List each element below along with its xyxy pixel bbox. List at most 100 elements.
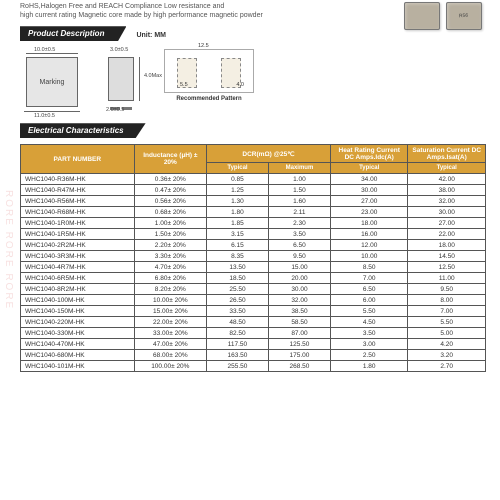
- table-cell: 100.00± 20%: [134, 361, 206, 372]
- table-cell: 18.50: [206, 273, 268, 284]
- diagram-side: 3.0±0.5 2.0±0.5 4.0Max: [108, 49, 134, 107]
- section-product-desc: Product Description: [20, 26, 126, 41]
- table-cell: 58.50: [268, 317, 330, 328]
- table-row: WHC1040-680M-HK68.00± 20%163.50175.002.5…: [21, 350, 486, 361]
- table-cell: 2.50: [330, 350, 408, 361]
- marking-box: Marking: [26, 57, 78, 107]
- table-row: WHC1040-3R3M-HK3.30± 20%8.359.5010.0014.…: [21, 251, 486, 262]
- table-cell: 3.30± 20%: [134, 251, 206, 262]
- table-cell: WHC1040-R47M-HK: [21, 185, 135, 196]
- th-max: Maximum: [268, 163, 330, 174]
- table-row: WHC1040-470M-HK47.00± 20%117.50125.503.0…: [21, 339, 486, 350]
- table-cell: 0.56± 20%: [134, 196, 206, 207]
- table-cell: 16.00: [330, 229, 408, 240]
- table-cell: 6.15: [206, 240, 268, 251]
- table-cell: 48.50: [206, 317, 268, 328]
- table-cell: WHC1040-1R0M-HK: [21, 218, 135, 229]
- table-cell: WHC1040-470M-HK: [21, 339, 135, 350]
- table-row: WHC1040-101M-HK100.00± 20%255.50268.501.…: [21, 361, 486, 372]
- table-cell: 5.50: [330, 306, 408, 317]
- table-cell: 1.80: [330, 361, 408, 372]
- th-part: PART NUMBER: [21, 145, 135, 174]
- table-cell: 175.00: [268, 350, 330, 361]
- diagram-top: 10.0±0.5 Marking 11.0±0.5: [26, 49, 78, 113]
- table-cell: 27.00: [330, 196, 408, 207]
- table-cell: 47.00± 20%: [134, 339, 206, 350]
- table-cell: 1.50± 20%: [134, 229, 206, 240]
- table-cell: 0.36± 20%: [134, 174, 206, 185]
- table-cell: 30.00: [268, 284, 330, 295]
- table-cell: 1.85: [206, 218, 268, 229]
- table-body: WHC1040-R36M-HK0.36± 20%0.851.0034.0042.…: [21, 174, 486, 372]
- table-cell: 20.00: [268, 273, 330, 284]
- table-cell: 15.00± 20%: [134, 306, 206, 317]
- table-cell: WHC1040-4R7M-HK: [21, 262, 135, 273]
- table-cell: 27.00: [408, 218, 486, 229]
- table-cell: 34.00: [330, 174, 408, 185]
- dim-side-h: 4.0Max: [144, 73, 162, 79]
- table-cell: 18.00: [330, 218, 408, 229]
- table-cell: 9.50: [268, 251, 330, 262]
- table-cell: 26.50: [206, 295, 268, 306]
- table-cell: 14.50: [408, 251, 486, 262]
- table-row: WHC1040-220M-HK22.00± 20%48.5058.504.505…: [21, 317, 486, 328]
- th-dcr: DCR(mΩ) @25℃: [206, 145, 330, 163]
- table-cell: 7.00: [408, 306, 486, 317]
- table-cell: WHC1040-2R2M-HK: [21, 240, 135, 251]
- table-cell: 30.00: [330, 185, 408, 196]
- table-cell: WHC1040-150M-HK: [21, 306, 135, 317]
- table-cell: 18.00: [408, 240, 486, 251]
- table-cell: 6.00: [330, 295, 408, 306]
- table-cell: 68.00± 20%: [134, 350, 206, 361]
- dim-foot: 2.0±0.5: [106, 107, 124, 113]
- table-cell: WHC1040-680M-HK: [21, 350, 135, 361]
- table-cell: 163.50: [206, 350, 268, 361]
- product-photo-1: [404, 2, 440, 30]
- table-cell: 8.50: [330, 262, 408, 273]
- diagram-pattern: 12.5 5.5 4.0 Recommended Pattern: [164, 49, 254, 102]
- table-cell: 30.00: [408, 207, 486, 218]
- table-cell: WHC1040-101M-HK: [21, 361, 135, 372]
- table-cell: 2.20± 20%: [134, 240, 206, 251]
- table-row: WHC1040-4R7M-HK4.70± 20%13.5015.008.5012…: [21, 262, 486, 273]
- th-sat: Saturation Current DC Amps.Isat(A): [408, 145, 486, 163]
- table-cell: WHC1040-330M-HK: [21, 328, 135, 339]
- th-typ1: Typical: [206, 163, 268, 174]
- table-cell: 1.60: [268, 196, 330, 207]
- unit-label: Unit: MM: [136, 32, 166, 39]
- table-row: WHC1040-R68M-HK0.68± 20%1.802.1123.0030.…: [21, 207, 486, 218]
- table-cell: 25.50: [206, 284, 268, 295]
- table-cell: 125.50: [268, 339, 330, 350]
- table-row: WHC1040-8R2M-HK8.20± 20%25.5030.006.509.…: [21, 284, 486, 295]
- th-ind: Inductance (µH) ± 20%: [134, 145, 206, 174]
- table-cell: 8.20± 20%: [134, 284, 206, 295]
- chip-marking: R56: [459, 13, 469, 20]
- page-content: R56 RoHS,Halogen Free and REACH Complian…: [0, 0, 500, 372]
- table-cell: WHC1040-R56M-HK: [21, 196, 135, 207]
- table-cell: 11.00: [408, 273, 486, 284]
- table-cell: 8.35: [206, 251, 268, 262]
- table-cell: 38.50: [268, 306, 330, 317]
- diagram-row: 10.0±0.5 Marking 11.0±0.5 3.0±0.5 2.0±0.…: [26, 49, 486, 113]
- table-cell: 6.50: [268, 240, 330, 251]
- table-cell: 117.50: [206, 339, 268, 350]
- table-cell: WHC1040-220M-HK: [21, 317, 135, 328]
- table-cell: 4.20: [408, 339, 486, 350]
- table-cell: WHC1040-6R5M-HK: [21, 273, 135, 284]
- table-cell: 9.50: [408, 284, 486, 295]
- table-cell: 1.00: [268, 174, 330, 185]
- table-cell: 268.50: [268, 361, 330, 372]
- table-cell: 23.00: [330, 207, 408, 218]
- table-cell: 33.00± 20%: [134, 328, 206, 339]
- table-cell: 13.50: [206, 262, 268, 273]
- th-heat: Heat Rating Current DC Amps.Idc(A): [330, 145, 408, 163]
- table-cell: 87.00: [268, 328, 330, 339]
- table-cell: 255.50: [206, 361, 268, 372]
- table-row: WHC1040-2R2M-HK2.20± 20%6.156.5012.0018.…: [21, 240, 486, 251]
- watermark: RORE RORE RORE: [4, 0, 14, 500]
- table-cell: 0.68± 20%: [134, 207, 206, 218]
- table-row: WHC1040-R36M-HK0.36± 20%0.851.0034.0042.…: [21, 174, 486, 185]
- table-cell: 2.30: [268, 218, 330, 229]
- table-cell: 6.50: [330, 284, 408, 295]
- table-row: WHC1040-R56M-HK0.56± 20%1.301.6027.0032.…: [21, 196, 486, 207]
